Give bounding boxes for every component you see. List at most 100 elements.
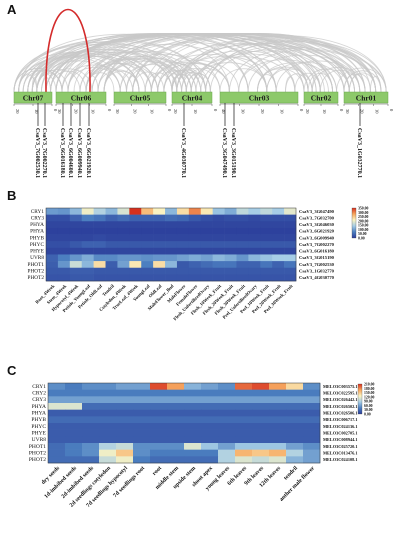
heatmap-cell xyxy=(303,449,321,457)
heatmap-cucumber: CRY1CRY3PHYAPHYAPHYBPHYCPHYEUVR8PHOT1PHO… xyxy=(28,207,369,322)
heatmap-cell xyxy=(99,396,117,404)
synteny-link xyxy=(73,51,202,93)
heatmap-cell xyxy=(141,221,154,229)
color-scale-tick: 300.00 xyxy=(358,211,369,215)
heatmap-cell xyxy=(286,389,304,397)
heatmap-cell xyxy=(284,274,297,282)
heatmap-cell xyxy=(117,267,130,275)
scale-tick-label: 20 xyxy=(15,109,20,114)
synteny-links xyxy=(13,8,387,93)
heatmap-cell xyxy=(116,389,134,397)
heatmap-cell xyxy=(252,423,270,430)
gene-label: CsaV3_6G016180.1 xyxy=(59,128,65,178)
heatmap-cell xyxy=(165,274,178,282)
heatmap-cell xyxy=(93,267,106,275)
heatmap-cell xyxy=(117,214,130,222)
row-label: CRY1 xyxy=(31,209,45,215)
heatmap-cell xyxy=(165,261,178,269)
heatmap-cell xyxy=(46,261,59,269)
gene-label: CsaV3_6G004600.1 xyxy=(67,128,73,178)
heatmap-cell xyxy=(303,403,321,410)
heatmap-cell xyxy=(188,208,202,215)
scale-tick-label: 10 xyxy=(374,109,379,114)
heatmap-cell xyxy=(167,389,185,397)
gene-id-label: CsaV3_6G009940 xyxy=(299,235,335,240)
scale-tick-label: 20 xyxy=(305,109,310,114)
synteny-link xyxy=(36,60,121,93)
heatmap-cell xyxy=(200,208,213,215)
heatmap-cell xyxy=(167,383,185,390)
heatmap-cell xyxy=(65,449,83,457)
synteny-link xyxy=(176,42,345,93)
gene-id-label: CsaV3_4G030770 xyxy=(299,275,335,280)
heatmap-cell xyxy=(272,254,285,262)
heatmap-cell xyxy=(212,227,225,235)
color-scale-tick: 210.00 xyxy=(364,383,375,387)
color-scale-tick: 250.00 xyxy=(358,215,369,219)
color-scale-tick: 0.00 xyxy=(358,237,365,241)
heatmap-cell xyxy=(65,383,83,390)
heatmap-cell xyxy=(260,267,273,275)
heatmap-cell xyxy=(141,208,154,215)
heatmap-cell xyxy=(200,241,213,249)
heatmap-cell xyxy=(224,261,237,269)
heatmap-cell xyxy=(252,396,270,404)
heatmap-cell xyxy=(46,221,59,229)
heatmap-cell xyxy=(150,389,168,397)
heatmap-cell xyxy=(99,436,117,444)
heatmap-cell xyxy=(284,241,297,249)
heatmap-cell xyxy=(69,267,83,275)
heatmap-cell xyxy=(93,208,106,215)
heatmap-cell xyxy=(48,436,66,444)
synteny-plot: Chr07 20 10 0 Chr06 30 20 10 0 Chr05 30 20 10 0 Chr04 2… xyxy=(13,8,394,178)
heatmap-cell xyxy=(65,403,83,410)
heatmap-cell xyxy=(184,436,202,444)
heatmap-cell xyxy=(133,423,151,430)
chromosome-bar xyxy=(55,91,107,104)
heatmap-cell xyxy=(176,221,190,229)
panel-letter-c: C xyxy=(7,363,17,378)
gene-label: CsaV3_3G015190.1 xyxy=(230,128,236,178)
gene-id-label: MELO3C006717.1 xyxy=(323,417,358,422)
heatmap-cell xyxy=(188,247,202,255)
heatmap-cell xyxy=(116,416,134,424)
heatmap-cell xyxy=(69,254,83,262)
heatmap-cell xyxy=(224,274,237,282)
heatmap-cell xyxy=(141,247,154,255)
heatmap-cell xyxy=(252,436,270,444)
heatmap-cell xyxy=(46,274,59,282)
scale-tick-label: 30 xyxy=(345,109,350,114)
heatmap-cell xyxy=(176,214,190,222)
heatmap-cell xyxy=(129,267,142,275)
heatmap-cell xyxy=(81,247,94,255)
gene-id-label: MELO3C003575.1 xyxy=(323,384,358,389)
heatmap-cell xyxy=(82,403,100,410)
heatmap-cell xyxy=(129,254,142,262)
heatmap-cell xyxy=(272,261,285,269)
heatmap-cell xyxy=(69,221,83,229)
heatmap-cell xyxy=(99,449,117,457)
heatmap-cell xyxy=(218,423,236,430)
row-label: PHOT2 xyxy=(28,275,45,281)
heatmap-cell xyxy=(218,456,236,464)
heatmap-cell xyxy=(93,221,106,229)
heatmap-cell xyxy=(48,416,66,424)
heatmap-cell xyxy=(129,234,142,242)
synteny-link xyxy=(27,40,207,93)
heatmap-cell xyxy=(272,221,285,229)
gene-id-label: MELO3C024108.1 xyxy=(323,457,358,462)
heatmap-cell xyxy=(184,423,202,430)
heatmap-cell xyxy=(153,261,166,269)
heatmap-cell xyxy=(116,396,134,404)
scale-tick-label: 20 xyxy=(74,109,79,114)
heatmap-cell xyxy=(116,449,134,457)
heatmap-cell xyxy=(93,247,106,255)
scale-tick-label: 10 xyxy=(90,109,95,114)
heatmap-cell xyxy=(269,409,287,417)
chromosome-label: Chr07 xyxy=(23,94,44,103)
gene-id-label: MELO3C022595.1 xyxy=(323,390,358,395)
heatmap-cell xyxy=(218,429,236,437)
heatmap-cell xyxy=(167,423,185,430)
heatmap-cell xyxy=(272,267,285,275)
heatmap-cell xyxy=(235,383,253,390)
